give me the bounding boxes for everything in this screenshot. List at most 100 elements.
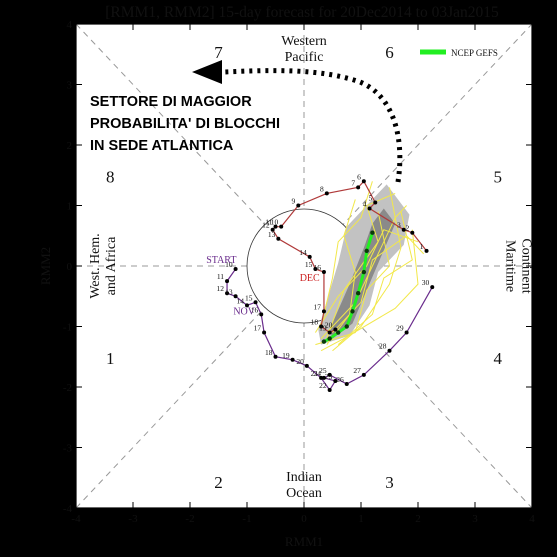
observed-day-label: 19 — [319, 324, 327, 333]
ensemble-member-line — [320, 229, 419, 352]
observed-day-label: 3 — [397, 221, 401, 230]
observed-day-label: 18 — [311, 318, 319, 327]
observed-point — [321, 309, 326, 314]
observed-day-label: 26 — [336, 375, 344, 384]
observed-point — [333, 378, 338, 383]
y-tick-label: -3 — [63, 443, 73, 455]
region-label-bottom: Ocean — [286, 486, 322, 501]
observed-day-label: 27 — [353, 366, 361, 375]
observed-point — [290, 357, 295, 362]
observed-day-label: 28 — [379, 342, 387, 351]
observed-point — [410, 230, 415, 235]
observed-point — [321, 375, 326, 380]
observed-point — [253, 300, 258, 305]
observed-day-label: 9 — [292, 197, 296, 206]
observed-point — [373, 200, 378, 205]
region-label-left: West. Hem. — [88, 233, 103, 298]
observed-point — [404, 330, 409, 335]
observed-day-label: 15 — [305, 260, 313, 269]
phase-number: 8 — [106, 167, 115, 186]
observed-day-label: 14 — [299, 248, 307, 257]
observed-day-label: 11 — [265, 218, 272, 227]
observed-day-label: 16 — [313, 263, 321, 272]
series-label: NOV — [233, 306, 255, 317]
ensemble-member-line — [326, 199, 356, 345]
region-label-top: Western — [281, 34, 327, 49]
ensemble-mean-point — [364, 248, 369, 254]
series-label: START — [206, 255, 236, 266]
x-tick-label: -4 — [71, 513, 81, 525]
observed-point — [245, 303, 249, 308]
observed-point — [387, 348, 392, 353]
ensemble-mean-point — [344, 324, 349, 329]
observed-point — [273, 354, 278, 359]
observed-day-label: 17 — [254, 324, 262, 333]
observed-point — [319, 324, 324, 329]
annotation-arrow-head — [192, 60, 222, 84]
y-tick-label: 3 — [67, 80, 73, 92]
plot-border — [75, 23, 533, 509]
observed-day-label: 5 — [369, 193, 373, 202]
observed-day-label: 22 — [319, 381, 327, 390]
observed-point — [279, 224, 284, 229]
observed-day-label: 20 — [296, 357, 304, 366]
region-label-right: Maritime — [502, 240, 517, 292]
ensemble-mean-point — [370, 230, 375, 235]
series-label: DEC — [300, 273, 320, 284]
x-tick-label: -2 — [185, 513, 194, 525]
observed-point — [361, 179, 366, 184]
observed-point — [327, 330, 332, 335]
ensemble-member-line — [314, 229, 419, 333]
annotation-text: IN SEDE ATLANTICA — [90, 138, 234, 154]
observed-point — [333, 327, 338, 332]
y-tick-label: 0 — [67, 261, 73, 273]
observed-day-label: 18 — [265, 348, 273, 357]
observed-day-label: 10 — [225, 260, 233, 269]
ensemble-mean-point — [361, 269, 367, 275]
y-tick-label: 2 — [67, 140, 73, 152]
observed-day-label: 17 — [313, 302, 321, 311]
x-tick-label: 2 — [415, 513, 421, 525]
x-tick-label: 1 — [358, 513, 364, 525]
ensemble-mean-point — [336, 330, 341, 335]
ensemble-mean-point — [350, 309, 355, 314]
phase-number: 2 — [214, 473, 223, 492]
observed-day-label: 29 — [396, 324, 404, 333]
observed-point — [313, 267, 318, 272]
observed-point — [401, 227, 406, 232]
ensemble-mean-point — [355, 291, 361, 296]
observed-day-label: 4 — [363, 200, 367, 209]
observed-day-label: 6 — [357, 172, 361, 181]
observed-point — [259, 312, 264, 317]
observed-day-label: 21 — [311, 369, 319, 378]
observed-day-label: 16 — [251, 305, 259, 314]
observed-point — [276, 236, 281, 241]
observed-point — [327, 372, 332, 377]
observed-point — [296, 203, 301, 208]
phase-number: 3 — [385, 473, 394, 492]
phase-number: 5 — [494, 167, 503, 186]
observed-point — [344, 381, 349, 386]
observed-point — [356, 185, 361, 190]
x-tick-label: -3 — [128, 513, 138, 525]
observed-point — [361, 372, 366, 377]
observed-point — [233, 267, 238, 272]
y-tick-label: 1 — [67, 201, 73, 213]
ensemble-mean-point — [327, 336, 332, 341]
annotation-arrow — [223, 68, 403, 183]
observed-point — [424, 248, 429, 253]
x-axis-label: RMM1 — [285, 534, 323, 549]
observed-day-label: 14 — [237, 296, 245, 305]
observed-point — [327, 388, 332, 393]
observed-point — [270, 227, 275, 232]
y-tick-label: -2 — [63, 382, 72, 394]
annotation-text: PROBABILITA' DI BLOCCHI — [90, 116, 280, 132]
x-tick-label: 0 — [301, 513, 307, 525]
observed-point — [233, 294, 238, 299]
observed-point — [324, 191, 329, 196]
region-label-top: Pacific — [285, 50, 324, 65]
observed-day-label: 20 — [325, 321, 333, 330]
observed-day-label: 24 — [313, 369, 321, 378]
